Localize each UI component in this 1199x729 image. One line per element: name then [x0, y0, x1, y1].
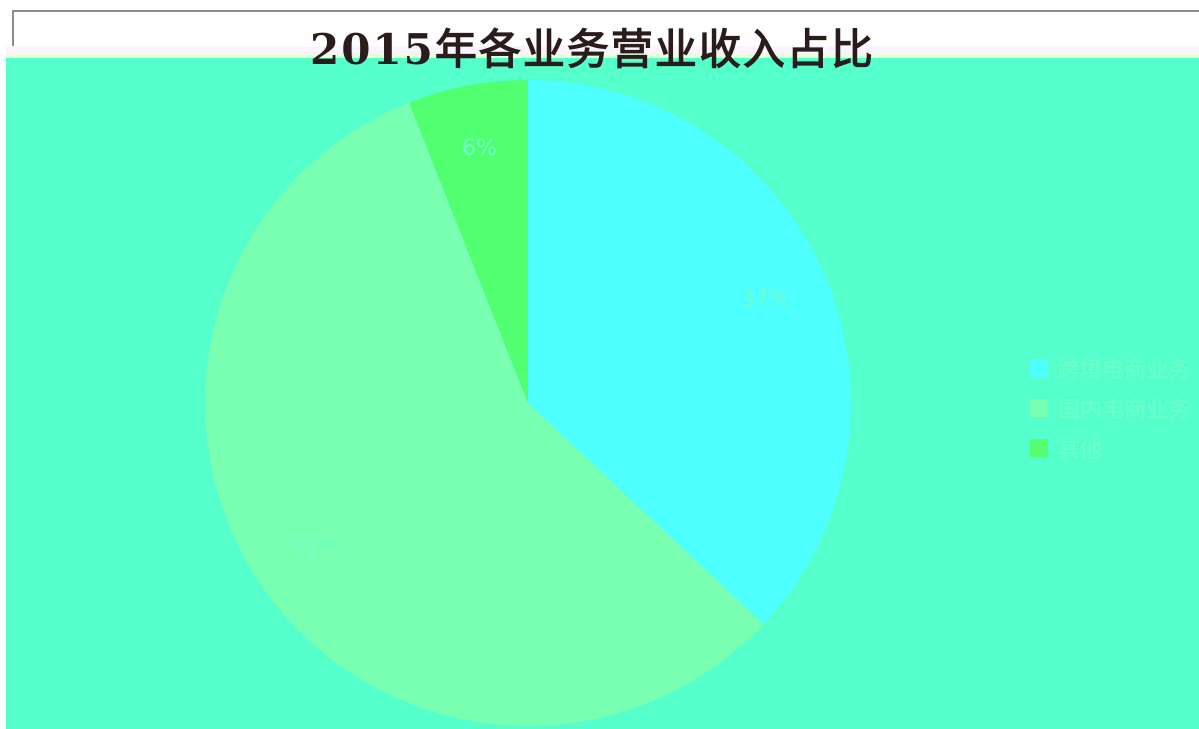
legend-label-cross-border: 跨境电商业务	[1058, 358, 1191, 383]
pie-slice-domestic	[204, 102, 764, 727]
pie-slice-other	[409, 80, 528, 403]
legend-swatch-domestic	[1030, 399, 1048, 417]
legend-swatch-other	[1030, 439, 1048, 457]
chart-title: 2015年各业务营业收入占比	[310, 25, 875, 74]
legend-item-other: 其他	[1030, 428, 1199, 468]
chart-header-band	[6, 46, 1199, 58]
legend-label-other: 其他	[1058, 438, 1103, 463]
pie-label-domestic: 57%	[290, 535, 339, 560]
pie-label-cross-border: 37%	[741, 287, 790, 312]
pie-slice-cross-border	[528, 80, 851, 625]
legend-label-domestic: 国内电商业务	[1058, 398, 1191, 423]
legend-item-cross-border: 跨境电商业务	[1030, 348, 1199, 388]
legend-swatch-cross-border	[1030, 359, 1048, 377]
chart-legend: 跨境电商业务 国内电商业务 其他	[1030, 348, 1199, 468]
pie-label-other: 6%	[462, 136, 497, 161]
legend-item-domestic: 国内电商业务	[1030, 388, 1199, 428]
